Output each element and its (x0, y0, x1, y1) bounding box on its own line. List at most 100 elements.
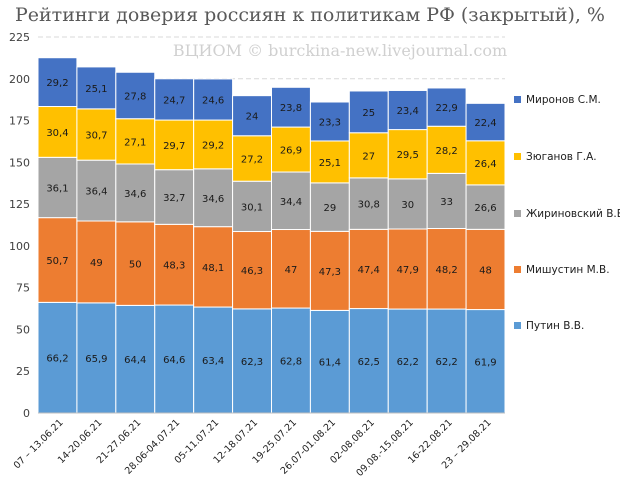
data-label: 47,9 (397, 265, 419, 276)
y-tick-label: 25 (16, 365, 30, 378)
data-label: 49 (90, 258, 103, 269)
y-tick-label: 125 (9, 198, 30, 211)
legend-swatch (514, 266, 521, 273)
chart-title: Рейтинги доверия россиян к политикам РФ … (14, 4, 605, 26)
data-label: 25 (362, 108, 375, 119)
bar-segment (348, 132, 389, 179)
data-label: 61,9 (474, 357, 496, 368)
x-axis-ticks: 07 – 13.06.2114-20.06.2121-27.06.2128.06… (12, 412, 505, 479)
data-label: 48 (479, 265, 492, 276)
data-label: 64,6 (163, 355, 185, 366)
watermark: ВЦИОМ © burckina-new.livejournal.com (173, 41, 507, 60)
data-label: 36,4 (85, 187, 107, 198)
bar-segment (348, 177, 389, 230)
bars: 66,2 50,7 36,1 30,4 29,2 65,9 49 36,4 30,7 25,1 64… (37, 57, 506, 414)
legend-label: Путин В.В. (526, 320, 584, 332)
y-tick-label: 100 (9, 240, 30, 253)
data-label: 29,5 (397, 150, 419, 161)
data-label: 27 (362, 151, 375, 162)
data-label: 30,8 (358, 200, 380, 211)
data-label: 50 (129, 260, 142, 271)
bar-segment (348, 228, 389, 310)
data-label: 30,4 (46, 128, 68, 139)
data-label: 34,6 (202, 194, 224, 205)
data-label: 34,4 (280, 197, 302, 208)
data-label: 32,7 (163, 193, 185, 204)
bar-segment (232, 135, 272, 182)
legend-swatch (514, 153, 521, 160)
legend-swatch (514, 96, 521, 103)
data-label: 30,7 (85, 131, 107, 142)
bar-segment (232, 95, 272, 137)
data-label: 22,9 (435, 103, 457, 114)
bar-segment (76, 159, 117, 222)
bar-segment (115, 163, 156, 223)
bar-segment (465, 309, 506, 414)
bar-segment (387, 129, 428, 180)
data-label: 23,4 (397, 106, 419, 117)
legend-label: Зюганов Г.А. (526, 151, 597, 163)
data-label: 65,9 (85, 354, 107, 365)
bar-segment (426, 87, 467, 127)
legend-label: Жириновский В.В. (526, 208, 620, 220)
bar-segment (154, 78, 195, 121)
bar-segment (271, 86, 311, 128)
bar-segment (387, 228, 428, 310)
bar-segment (37, 301, 78, 414)
data-label: 29,2 (202, 140, 224, 151)
data-label: 26,6 (474, 203, 496, 214)
data-label: 26,9 (280, 146, 302, 157)
y-tick-label: 75 (16, 282, 30, 295)
data-label: 48,1 (202, 263, 224, 274)
data-label: 27,2 (241, 154, 263, 165)
legend-swatch (514, 322, 521, 329)
data-label: 50,7 (46, 256, 68, 267)
data-label: 66,2 (46, 354, 68, 365)
data-label: 29,2 (46, 78, 68, 89)
data-label: 48,2 (435, 265, 457, 276)
bar-segment (465, 184, 506, 230)
y-tick-label: 0 (23, 407, 30, 420)
data-label: 61,4 (319, 358, 341, 369)
bar-segment (154, 119, 195, 171)
bar-segment (154, 169, 195, 225)
data-label: 47,4 (358, 265, 380, 276)
bar-segment (309, 230, 350, 311)
data-label: 24,6 (202, 95, 224, 106)
data-label: 25,1 (319, 158, 341, 169)
data-label: 34,6 (124, 189, 146, 200)
bar-segment (76, 108, 117, 161)
data-label: 62,5 (358, 357, 380, 368)
bar-segment (426, 125, 467, 174)
y-tick-label: 200 (9, 73, 30, 86)
data-label: 48,3 (163, 261, 185, 272)
bar-segment (115, 304, 156, 414)
data-label: 29 (324, 203, 337, 214)
data-label: 46,3 (241, 266, 263, 277)
bar-segment (232, 180, 272, 233)
legend-swatch (514, 210, 521, 217)
bar-segment (465, 140, 506, 186)
x-tick-label: 07 – 13.06.21 (12, 417, 66, 471)
legend-label: Мишустин М.В. (526, 264, 610, 276)
bar-segment (193, 168, 234, 228)
data-label: 36,1 (46, 183, 68, 194)
data-label: 62,2 (397, 357, 419, 368)
data-label: 28,2 (435, 146, 457, 157)
data-label: 25,1 (85, 84, 107, 95)
data-label: 27,8 (124, 91, 146, 102)
y-tick-label: 50 (16, 323, 30, 336)
bar-segment (426, 172, 467, 230)
data-label: 62,3 (241, 357, 263, 368)
bar-segment (193, 119, 234, 170)
y-axis-ticks: 0 25 50 75 100 125 150 175 200 225 (9, 31, 30, 420)
bar-segment (309, 182, 350, 232)
data-label: 64,4 (124, 355, 146, 366)
data-label: 47 (285, 265, 298, 276)
y-tick-label: 150 (9, 156, 30, 169)
bar-segment (348, 90, 389, 134)
bar-segment (232, 231, 272, 310)
data-label: 27,1 (124, 137, 146, 148)
data-label: 62,2 (435, 357, 457, 368)
data-label: 23,3 (319, 117, 341, 128)
